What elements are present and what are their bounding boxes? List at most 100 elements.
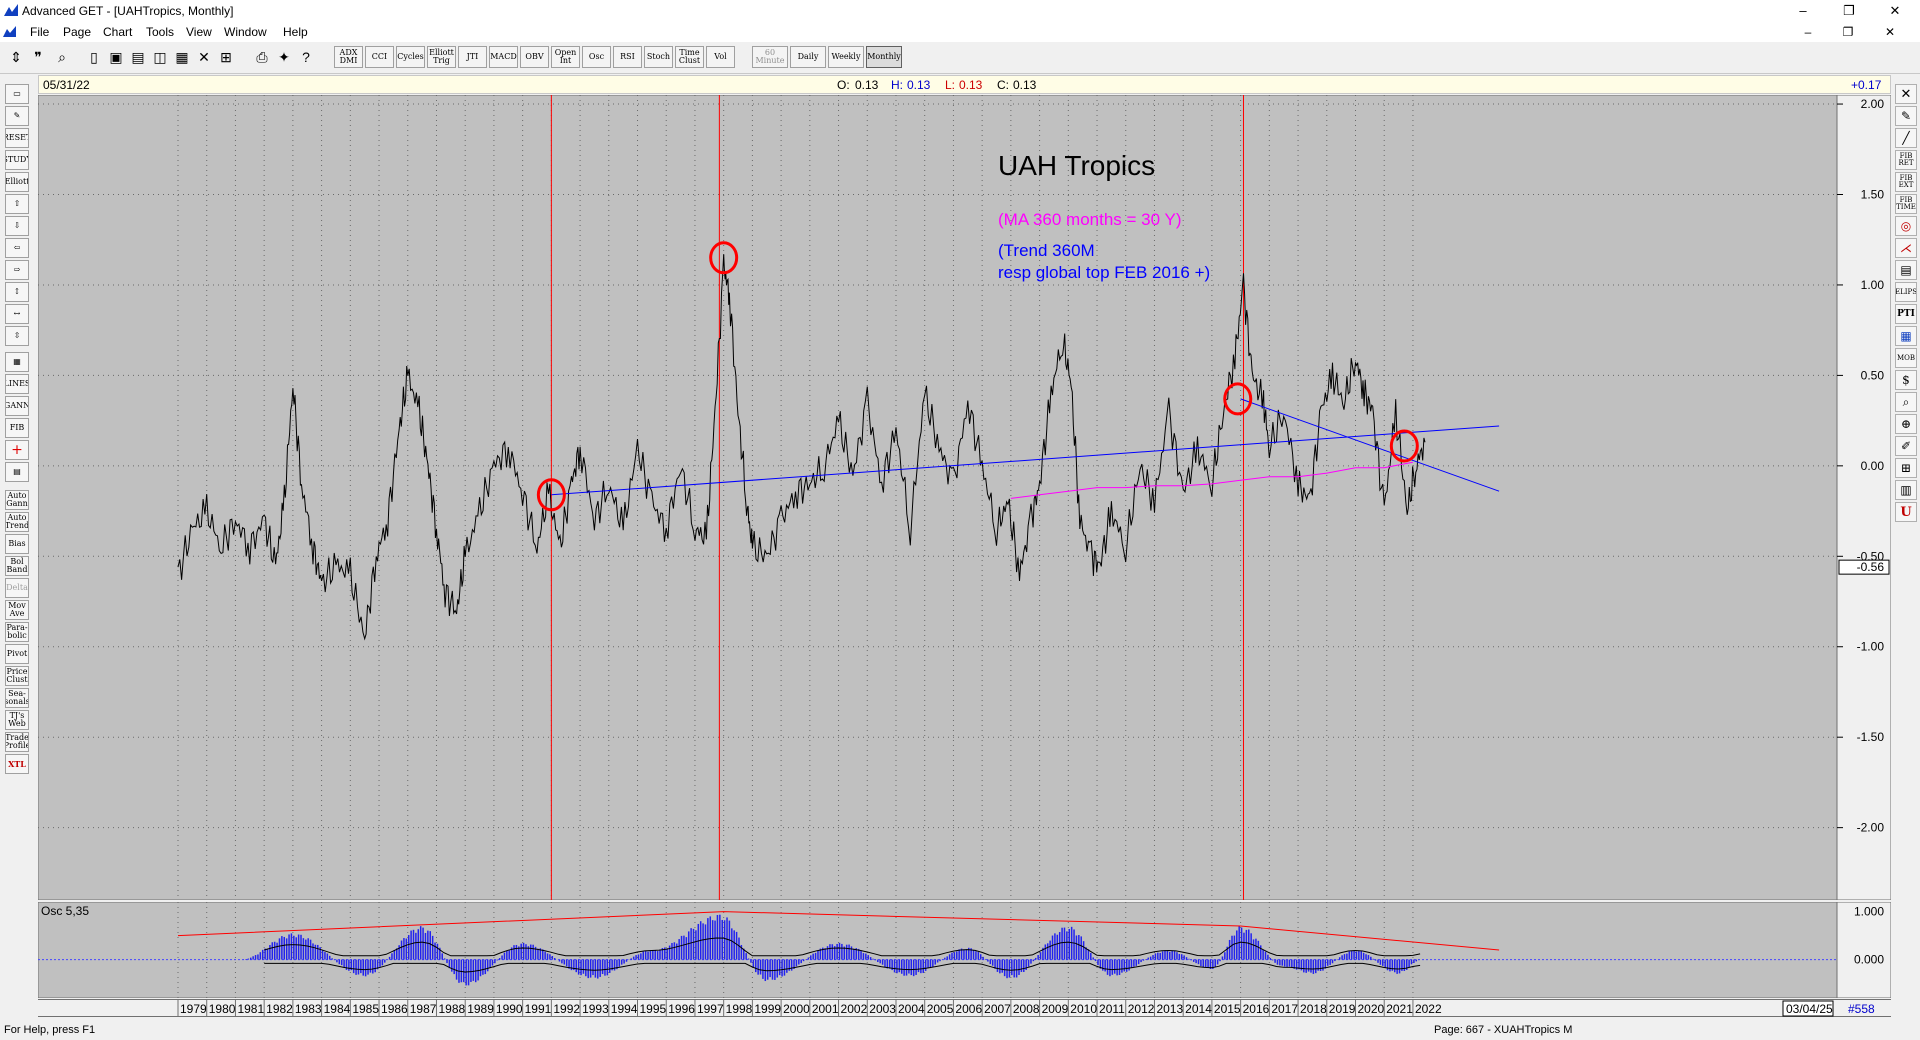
magnifier-icon[interactable]: ⌕	[1895, 392, 1917, 412]
x-tick-label: 1987	[410, 1002, 437, 1016]
fib-time-button[interactable]: FIB TIME	[1895, 194, 1917, 214]
arrow-up-icon[interactable]: ⇧	[5, 194, 29, 214]
fib-ext-button[interactable]: FIB EXT	[1895, 172, 1917, 192]
interval-monthly-button[interactable]: Monthly	[866, 46, 902, 68]
minimize-button[interactable]: –	[1799, 3, 1807, 18]
grid-blue-icon[interactable]: ▦	[1895, 326, 1917, 346]
time-axis: 1979 1980 1981 1982 1983 1984 1985 1986 1987 1988…	[38, 999, 1891, 1017]
xtl-button[interactable]: XTL	[5, 754, 29, 774]
fan-icon[interactable]: ⋌	[1895, 238, 1917, 258]
menu-chart[interactable]: Chart	[103, 25, 133, 39]
study-adx-dmi-button[interactable]: ADX DMI	[334, 46, 363, 68]
auto-trend-button[interactable]: Auto Trend	[5, 512, 29, 532]
folder-icon[interactable]: ▭	[5, 84, 29, 104]
spiral-icon[interactable]: ◎	[1895, 216, 1917, 236]
zoom-icon[interactable]: ⌕	[58, 48, 66, 65]
study-vol-button[interactable]: Vol	[706, 46, 735, 68]
fib-button[interactable]: FIB	[5, 418, 29, 438]
cursor-icon[interactable]: ⇕	[10, 48, 22, 65]
template-icon[interactable]: ▦	[175, 48, 189, 65]
study-open-int-button[interactable]: Open Int	[551, 46, 580, 68]
arrow-down-icon[interactable]: ⇩	[5, 216, 29, 236]
study-time-clust-button[interactable]: Time Clust	[675, 46, 704, 68]
price-clust-button[interactable]: Price Clust	[5, 666, 29, 686]
mdi-minimize-button[interactable]: –	[1804, 25, 1812, 39]
maximize-button[interactable]: ❐	[1843, 3, 1855, 18]
page-icon[interactable]: ▤	[5, 462, 29, 482]
zoom-in-icon[interactable]: ⊕	[1895, 414, 1917, 434]
mob-button[interactable]: MOB	[1895, 348, 1917, 368]
arrow-right-icon[interactable]: ⇨	[5, 260, 29, 280]
mdi-close-button[interactable]: ✕	[1884, 25, 1896, 39]
interval-daily-button[interactable]: Daily	[790, 46, 826, 68]
scale-vertical-icon[interactable]: ↕	[5, 282, 29, 302]
auto-gann-button[interactable]: Auto Gann	[5, 490, 29, 510]
menu-window[interactable]: Window	[224, 25, 267, 39]
parabolic-button[interactable]: Para- bolic	[5, 622, 29, 642]
study-osc-button[interactable]: Osc	[582, 46, 611, 68]
lines-button[interactable]: LINES	[5, 374, 29, 394]
print-icon[interactable]: ⎙	[256, 48, 268, 65]
study-obv-button[interactable]: OBV	[520, 46, 549, 68]
study-macd-button[interactable]: MACD	[489, 46, 518, 68]
study-cci-button[interactable]: CCI	[365, 46, 394, 68]
elliott-button[interactable]: Elliott	[5, 172, 29, 192]
scale-horizontal-icon[interactable]: ↔	[5, 304, 29, 324]
close-button[interactable]: ✕	[1889, 3, 1901, 18]
paint-icon[interactable]: ✐	[1895, 436, 1917, 456]
study-rsi-button[interactable]: RSI	[613, 46, 642, 68]
elips-button[interactable]: ELIPS	[1895, 282, 1917, 302]
pti-button[interactable]: PTI	[1895, 304, 1917, 324]
lightbulb-icon[interactable]: ✦	[278, 48, 290, 65]
open-chart-icon[interactable]: ▤	[131, 48, 145, 65]
bias-button[interactable]: Bias	[5, 534, 29, 554]
study-cycles-button[interactable]: Cycles	[396, 46, 425, 68]
interval-weekly-button[interactable]: Weekly	[828, 46, 864, 68]
fit-icon[interactable]: ⇳	[5, 326, 29, 346]
copy-chart-icon[interactable]: ◫	[153, 48, 167, 65]
new-page-icon[interactable]: ▯	[90, 48, 98, 65]
crosshair-icon[interactable]: +	[5, 440, 29, 460]
grid-icon[interactable]: ⊞	[220, 48, 232, 65]
menu-page[interactable]: Page	[63, 25, 92, 39]
seasonals-button[interactable]: Sea- sonals	[5, 688, 29, 708]
study-stoch-button[interactable]: Stoch	[644, 46, 673, 68]
save-icon[interactable]: ▣	[109, 48, 123, 65]
mdi-restore-button[interactable]: ❐	[1842, 25, 1854, 39]
menu-help[interactable]: Help	[283, 25, 308, 39]
study-jti-button[interactable]: JTI	[458, 46, 487, 68]
price-chart[interactable]: 2.001.501.000.500.00-0.50-1.00-1.50-2.00…	[38, 95, 1891, 900]
money-icon[interactable]: $	[1895, 370, 1917, 390]
close-tool-icon[interactable]: ✕	[1895, 84, 1917, 104]
quote-icon[interactable]: ❞	[34, 48, 42, 65]
last-value-box	[1838, 559, 1890, 575]
gann-button[interactable]: GANN	[5, 396, 29, 416]
channel-icon[interactable]: ▤	[1895, 260, 1917, 280]
oscillator-pane[interactable]: 1.000 0.000 Osc 5,35	[38, 902, 1891, 998]
delete-icon[interactable]: ✕	[198, 48, 210, 65]
arrow-left-icon[interactable]: ⇦	[5, 238, 29, 258]
line-tool-icon[interactable]: ╱	[1895, 128, 1917, 148]
edit-icon[interactable]: ✎	[5, 106, 29, 126]
mov-ave-button[interactable]: Mov Ave	[5, 600, 29, 620]
help-pointer-icon[interactable]: ?	[302, 49, 310, 65]
table-icon[interactable]: ▥	[1895, 480, 1917, 500]
study-button[interactable]: STUDY	[5, 150, 29, 170]
bol-band-button[interactable]: Bol Band	[5, 556, 29, 576]
trade-profile-button[interactable]: Trade Profile	[5, 732, 29, 752]
pivot-button[interactable]: Pivot	[5, 644, 29, 664]
grid-small-icon[interactable]: ⊞	[1895, 458, 1917, 478]
fib-ret-button[interactable]: FIB RET	[1895, 150, 1917, 170]
interval-60-minute-button[interactable]: 60 Minute	[752, 46, 788, 68]
y-tick-label: 1.50	[1861, 187, 1885, 201]
menu-tools[interactable]: Tools	[146, 25, 175, 39]
magnet-icon[interactable]: U	[1895, 502, 1917, 522]
reset-button[interactable]: RESET	[5, 128, 29, 148]
study-elliott-trig-button[interactable]: Elliott Trig	[427, 46, 456, 68]
menu-view[interactable]: View	[186, 25, 212, 39]
delta-button[interactable]: Delta	[5, 578, 29, 598]
menu-file[interactable]: File	[30, 25, 50, 39]
tjs-web-button[interactable]: TJ's Web	[5, 710, 29, 730]
grid-tool-icon[interactable]: ▦	[5, 352, 29, 372]
pencil-icon[interactable]: ✎	[1895, 106, 1917, 126]
